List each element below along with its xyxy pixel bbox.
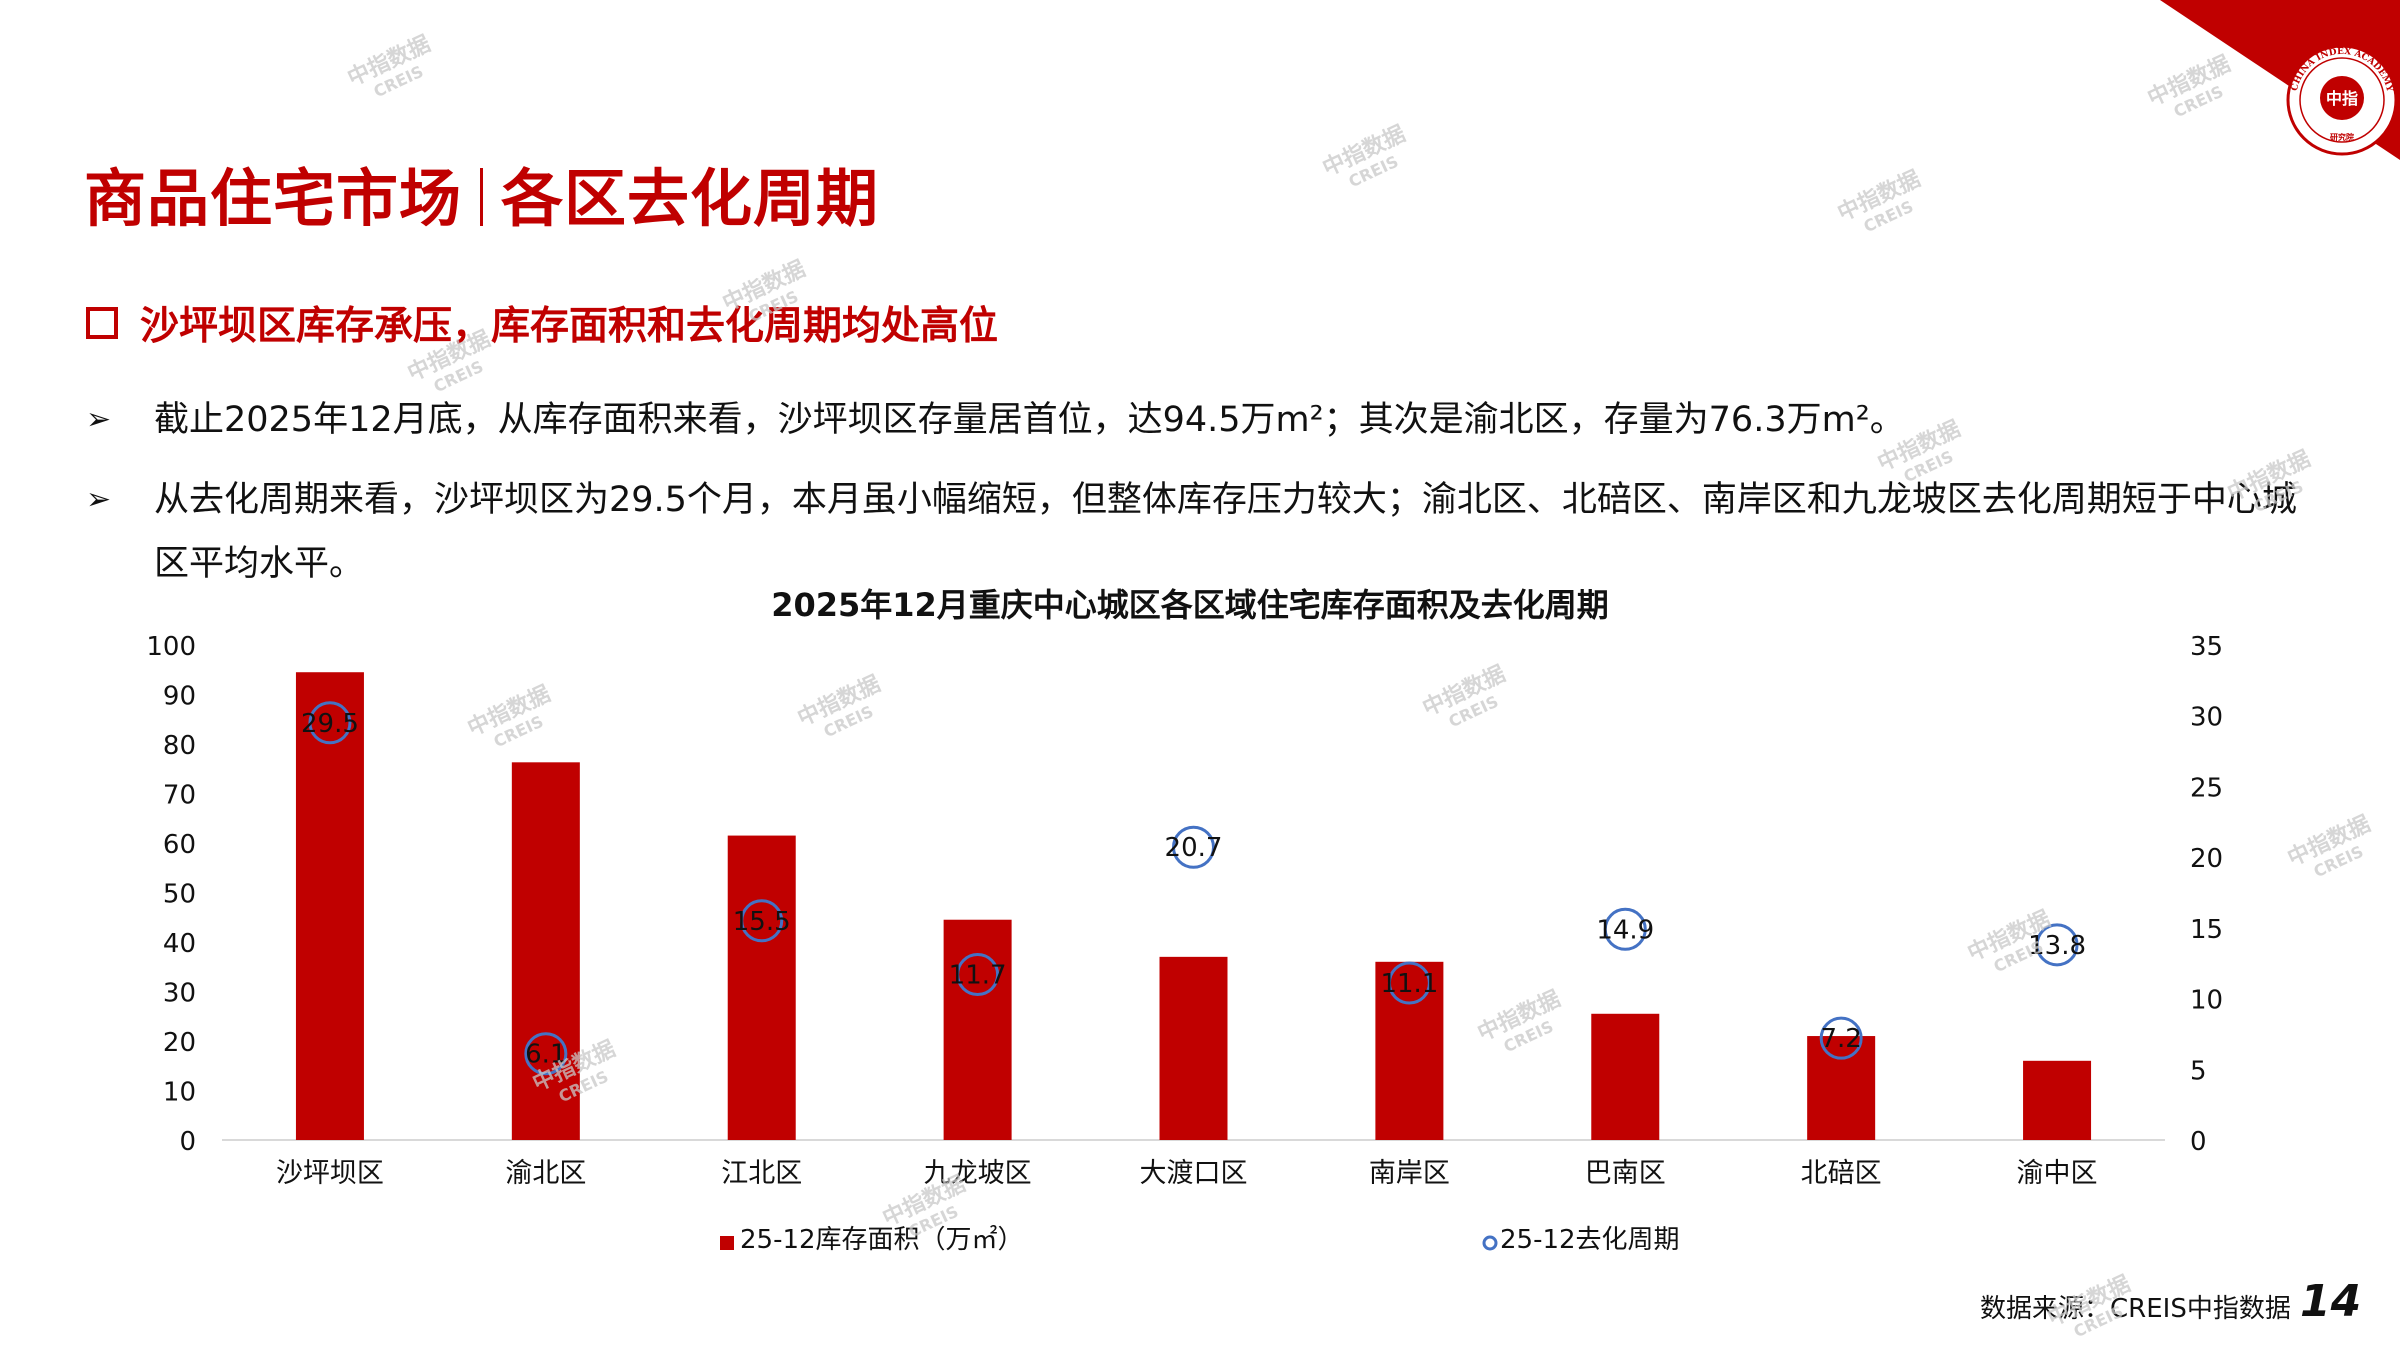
- data-label: 14.9: [1596, 915, 1654, 945]
- y-left-tick-label: 30: [163, 979, 196, 1009]
- cycle-marker: [1603, 907, 1647, 951]
- arrow-bullet-icon: ➢: [86, 402, 112, 437]
- bullet-item-1: ➢ 截止2025年12月底，从库存面积来看，沙坪坝区存量居首位，达94.5万m²…: [86, 388, 2326, 452]
- inventory-chart: 2025年12月重庆中心城区各区域住宅库存面积及去化周期 01020304050…: [146, 586, 2223, 1255]
- y-right-tick-label: 30: [2190, 703, 2223, 733]
- page-number: 14: [2300, 1276, 2362, 1327]
- cycle-marker: [956, 953, 1000, 997]
- cycle-marker: [1172, 825, 1215, 869]
- data-label: 11.1: [1380, 969, 1438, 999]
- data-label: 13.8: [2028, 931, 2086, 961]
- section-subheading: 沙坪坝区库存承压，库存面积和去化周期均处高位: [86, 298, 999, 349]
- y-right-tick-label: 25: [2190, 773, 2223, 803]
- x-tick-label: 沙坪坝区: [276, 1158, 384, 1189]
- y-left-tick-label: 100: [146, 632, 196, 662]
- page-title-sub: 各区去化周期: [501, 162, 880, 235]
- y-right-tick-label: 0: [2190, 1127, 2207, 1157]
- data-label: 15.5: [733, 907, 791, 937]
- cycle-marker: [1819, 1016, 1863, 1060]
- legend-marker-label: 25-12去化周期: [1500, 1225, 1680, 1255]
- bar: [511, 762, 580, 1140]
- checkbox-square-icon: [86, 307, 118, 339]
- cycle-marker: [524, 1032, 568, 1076]
- y-right-tick-label: 15: [2190, 915, 2223, 945]
- cycle-marker: [1387, 961, 1431, 1005]
- bullet-text: 截止2025年12月底，从库存面积来看，沙坪坝区存量居首位，达94.5万m²；其…: [154, 400, 1905, 440]
- y-left-tick-label: 40: [163, 929, 196, 959]
- y-right-tick-label: 35: [2190, 632, 2223, 662]
- legend-bar-swatch: [720, 1236, 734, 1250]
- bar: [1375, 961, 1444, 1140]
- chart-legend: 25-12库存面积（万㎡） 25-12去化周期: [720, 1225, 1680, 1255]
- bar: [943, 919, 1012, 1140]
- watermark: 中指数据 CREIS: [1318, 121, 1410, 192]
- legend-bar-label: 25-12库存面积（万㎡）: [740, 1225, 1024, 1255]
- cycle-marker: [740, 899, 784, 943]
- y-right-tick-label: 20: [2190, 844, 2223, 874]
- y-left-tick-label: 80: [163, 731, 196, 761]
- logo-center: [2320, 76, 2364, 120]
- bullet-item-2: ➢ 从去化周期来看，沙坪坝区为29.5个月，本月虽小幅缩短，但整体库存压力较大；…: [86, 468, 2326, 596]
- corner-logo: CHINA INDEX ACADEMY 中指 研究院: [2160, 0, 2400, 160]
- bar: [2023, 1060, 2092, 1140]
- logo-bottom-text: 研究院: [2330, 132, 2354, 142]
- cycle-marker: [308, 701, 352, 745]
- legend-marker-swatch: [1482, 1235, 1498, 1251]
- x-tick-label: 江北区: [721, 1158, 802, 1189]
- subheading-text: 沙坪坝区库存承压，库存面积和去化周期均处高位: [140, 304, 999, 349]
- x-tick-label: 北碚区: [1801, 1158, 1882, 1189]
- bar: [727, 835, 796, 1140]
- x-tick-label: 大渡口区: [1140, 1158, 1248, 1189]
- page-title: 商品住宅市场 各区去化周期: [84, 148, 879, 238]
- data-source: 数据来源：CREIS中指数据: [1980, 1294, 2291, 1324]
- bar: [295, 672, 364, 1140]
- logo-center-text: 中指: [2326, 89, 2358, 108]
- watermark: 中指数据 CREIS: [1833, 166, 1925, 237]
- data-label: 20.7: [1165, 833, 1223, 863]
- page-title-main: 商品住宅市场: [84, 162, 463, 235]
- y-left-tick-label: 0: [179, 1127, 196, 1157]
- data-label: 6.1: [525, 1040, 566, 1070]
- watermark: 中指数据 CREIS: [343, 31, 435, 102]
- title-divider: [480, 168, 484, 226]
- y-left-tick-label: 60: [163, 830, 196, 860]
- x-tick-label: 渝中区: [2017, 1158, 2098, 1189]
- chart-plot-area: 0 10 20 30 40 50 60 70 80 90 100 0 5 10 15 20 25 30 35 沙坪坝区…: [146, 632, 2223, 1189]
- data-label: 29.5: [301, 709, 359, 739]
- x-tick-label: 九龙坡区: [924, 1158, 1032, 1189]
- x-tick-label: 渝北区: [505, 1158, 586, 1189]
- bar: [1807, 1036, 1876, 1140]
- y-left-tick-label: 90: [163, 682, 196, 712]
- x-tick-label: 南岸区: [1369, 1158, 1450, 1189]
- y-right-tick-label: 5: [2190, 1056, 2207, 1086]
- y-left-tick-label: 20: [163, 1028, 196, 1058]
- chart-title: 2025年12月重庆中心城区各区域住宅库存面积及去化周期: [771, 586, 1609, 624]
- arrow-bullet-icon: ➢: [86, 482, 112, 517]
- watermark: 中指数据 CREIS: [2043, 1271, 2135, 1342]
- y-right-tick-label: 10: [2190, 986, 2223, 1016]
- bar: [1159, 956, 1228, 1140]
- bullet-text: 从去化周期来看，沙坪坝区为29.5个月，本月虽小幅缩短，但整体库存压力较大；渝北…: [154, 480, 2297, 584]
- bar: [1591, 1013, 1660, 1140]
- y-left-tick-label: 10: [163, 1078, 196, 1108]
- x-tick-label: 巴南区: [1585, 1158, 1666, 1189]
- y-left-tick-label: 70: [163, 781, 196, 811]
- data-label: 7.2: [1820, 1024, 1861, 1054]
- cycle-marker: [2035, 923, 2079, 967]
- data-label: 11.7: [949, 961, 1007, 991]
- y-left-tick-label: 50: [163, 880, 196, 910]
